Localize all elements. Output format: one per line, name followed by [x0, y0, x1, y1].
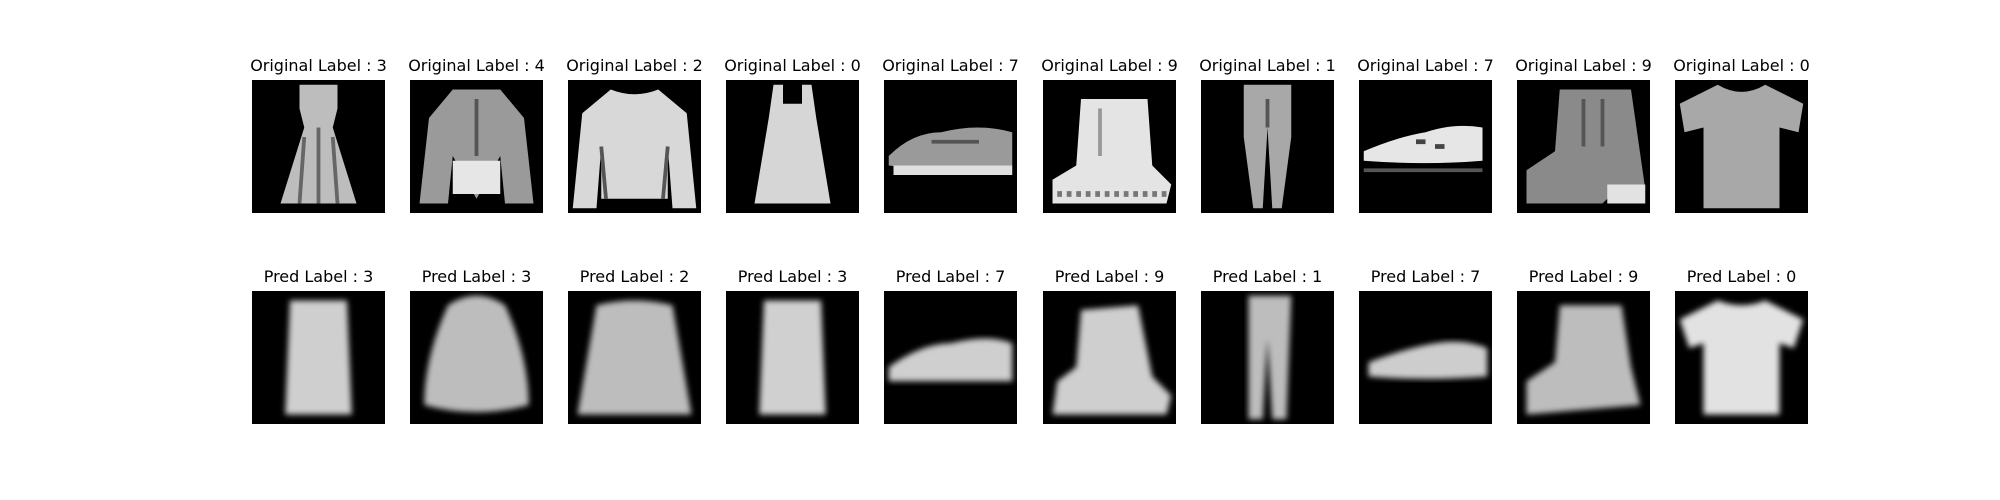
original-label-title: Original Label : 9 [1515, 56, 1652, 75]
original-label-title: Original Label : 0 [1673, 56, 1810, 75]
garment-image [1517, 291, 1650, 424]
garment-image [884, 80, 1017, 213]
predicted-label-title: Pred Label : 9 [1054, 267, 1165, 286]
original-label-title: Original Label : 4 [408, 56, 545, 75]
original-image [1359, 80, 1492, 213]
original-image [252, 80, 385, 213]
garment-image [1675, 80, 1808, 213]
predicted-label-title: Pred Label : 3 [263, 267, 374, 286]
garment-image [1043, 80, 1176, 213]
garment-image [1359, 80, 1492, 213]
predicted-image [1517, 291, 1650, 424]
original-image [568, 80, 701, 213]
garment-image [1201, 291, 1334, 424]
original-image [410, 80, 543, 213]
garment-image [726, 291, 859, 424]
predicted-label-title: Pred Label : 1 [1212, 267, 1323, 286]
garment-image [1517, 80, 1650, 213]
predicted-image [1359, 291, 1492, 424]
garment-image [1043, 291, 1176, 424]
predicted-label-title: Pred Label : 7 [895, 267, 1006, 286]
garment-image [568, 291, 701, 424]
original-label-title: Original Label : 7 [1357, 56, 1494, 75]
original-image [1043, 80, 1176, 213]
original-image [726, 80, 859, 213]
original-label-title: Original Label : 3 [250, 56, 387, 75]
predicted-image [1675, 291, 1808, 424]
garment-image [568, 80, 701, 213]
original-image [1201, 80, 1334, 213]
predicted-image [1201, 291, 1334, 424]
predicted-image [252, 291, 385, 424]
predicted-label-title: Pred Label : 3 [421, 267, 532, 286]
garment-image [1359, 291, 1492, 424]
predicted-image [410, 291, 543, 424]
predicted-image [568, 291, 701, 424]
predicted-label-title: Pred Label : 9 [1528, 267, 1639, 286]
garment-image [1201, 80, 1334, 213]
predicted-image [726, 291, 859, 424]
predicted-image [1043, 291, 1176, 424]
garment-image [252, 80, 385, 213]
original-image [1517, 80, 1650, 213]
garment-image [252, 291, 385, 424]
predicted-label-title: Pred Label : 7 [1370, 267, 1481, 286]
original-label-title: Original Label : 0 [724, 56, 861, 75]
garment-image [884, 291, 1017, 424]
predicted-label-title: Pred Label : 3 [737, 267, 848, 286]
original-label-title: Original Label : 2 [566, 56, 703, 75]
original-image [1675, 80, 1808, 213]
garment-image [410, 291, 543, 424]
garment-image [726, 80, 859, 213]
garment-image [1675, 291, 1808, 424]
predicted-image [884, 291, 1017, 424]
original-image [884, 80, 1017, 213]
original-label-title: Original Label : 1 [1199, 56, 1336, 75]
predicted-label-title: Pred Label : 0 [1686, 267, 1797, 286]
garment-image [410, 80, 543, 213]
predicted-label-title: Pred Label : 2 [579, 267, 690, 286]
original-label-title: Original Label : 7 [882, 56, 1019, 75]
original-label-title: Original Label : 9 [1041, 56, 1178, 75]
